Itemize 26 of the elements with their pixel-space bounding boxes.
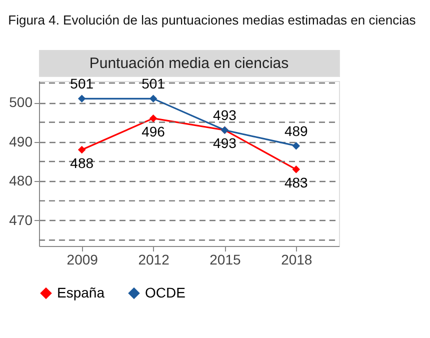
y-tick-label: 500 (9, 94, 33, 110)
point (149, 114, 158, 122)
data-label: 501 (70, 76, 94, 92)
data-label: 493 (213, 135, 237, 152)
point (78, 94, 86, 103)
y-tick-label: 470 (9, 212, 33, 228)
x-tick-label: 2012 (138, 252, 170, 268)
chart-title: Figura 4. Evolución de las puntuaciones medias estimadas en ciencias (8, 12, 416, 28)
data-label: 488 (70, 154, 94, 171)
data-label: 489 (284, 122, 308, 139)
x-tick-label: 2009 (66, 252, 98, 268)
point (78, 146, 86, 154)
x-tick-label: 2015 (210, 252, 241, 268)
legend-label: OCDE (145, 284, 186, 300)
x-tick-label: 2018 (281, 252, 312, 268)
y-tick-label: 490 (9, 133, 33, 150)
legend-label: España (57, 284, 105, 300)
point (292, 166, 300, 174)
data-label: 496 (142, 123, 166, 140)
data-label: 501 (142, 76, 166, 92)
point (149, 94, 158, 103)
data-label: 493 (213, 107, 237, 124)
chart-subtitle: Puntuación media en ciencias (89, 55, 289, 72)
data-label: 483 (284, 174, 308, 190)
point (292, 142, 300, 150)
y-tick-label: 480 (9, 172, 33, 189)
